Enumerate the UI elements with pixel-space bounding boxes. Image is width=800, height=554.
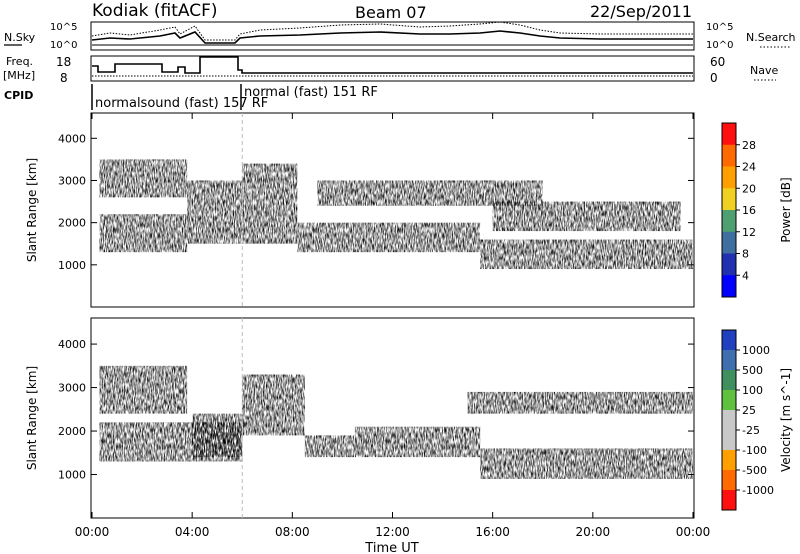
nsearch-tick-low: 10^0 (706, 40, 733, 51)
nsky-trace (91, 30, 693, 44)
colorbar-tick-label: 25 (742, 404, 756, 417)
freq-unit-label: [MHz] (3, 69, 35, 82)
y-tick-label: 2000 (58, 217, 86, 230)
colorbar-swatch (722, 330, 736, 351)
time-axis-ticks: 00:00 04:00 08:00 12:00 16:00 20:00 00:00 (75, 113, 711, 539)
colorbar-swatch (722, 370, 736, 391)
date-title: 22/Sep/2011 (590, 2, 692, 21)
colorbar-swatch (722, 390, 736, 411)
nave-tick-low: 0 (710, 71, 718, 85)
colorbar-tick-label: 20 (742, 182, 756, 195)
y-axis-label: Slant Range [km] (25, 366, 39, 470)
colorbar-tick-label: 16 (742, 204, 756, 217)
echo-region (192, 413, 243, 458)
freq-trace (92, 56, 693, 74)
nsearch-tick-high: 10^5 (706, 22, 733, 33)
echo-region (187, 180, 243, 244)
y-tick-label: 1000 (58, 259, 86, 272)
colorbar-tick-label: 100 (742, 384, 763, 397)
y-tick-label: 4000 (58, 338, 86, 351)
y-tick-label: 1000 (58, 469, 86, 482)
echo-region (354, 426, 481, 458)
y-tick-label: 3000 (58, 174, 86, 187)
nsky-tick-high: 10^5 (50, 22, 77, 33)
echo-region (99, 214, 188, 253)
y-tick-label: 3000 (58, 382, 86, 395)
echo-region (304, 435, 355, 458)
colorbar-swatch (722, 166, 736, 189)
echo-region (99, 159, 188, 198)
echo-region (492, 201, 681, 232)
colorbar-tick-label: -500 (742, 464, 767, 477)
colorbar-tick-label: 12 (742, 226, 756, 239)
colorbar-swatch (722, 123, 736, 146)
cpid-label: CPID (4, 89, 33, 102)
colorbar-label: Power [dB] (779, 177, 793, 242)
cpid-mode-2: normal (fast) 151 RF (244, 85, 378, 100)
colorbar-frame (721, 329, 737, 511)
echo-region (99, 365, 188, 414)
freq-tick-high: 18 (56, 55, 71, 69)
colorbar-tick-label: -100 (742, 444, 767, 457)
x-tick-label: 04:00 (175, 525, 210, 539)
station-title: Kodiak (fitACF) (92, 1, 218, 21)
x-tick-label: 08:00 (275, 525, 310, 539)
colorbar-tick-label: 28 (742, 139, 756, 152)
freq-panel-frame (90, 55, 695, 82)
colorbar-swatch (722, 410, 736, 431)
y-tick-label: 4000 (58, 132, 86, 145)
x-tick-label: 20:00 (576, 525, 611, 539)
colorbar-swatch (722, 470, 736, 491)
echo-region (242, 163, 298, 244)
freq-tick-low: 8 (60, 71, 68, 85)
nave-label: Nave (750, 64, 778, 77)
echo-region (480, 448, 693, 479)
colorbar-tick-label: 4 (742, 269, 749, 282)
colorbar-swatch (722, 275, 736, 298)
echo-region (467, 391, 693, 414)
x-tick-label: 16:00 (475, 525, 510, 539)
nave-tick-high: 60 (710, 55, 725, 69)
colorbar-swatch (722, 253, 736, 276)
x-tick-label: 00:00 (75, 525, 110, 539)
colorbar-swatch (722, 210, 736, 233)
colorbar-tick-label: 24 (742, 161, 756, 174)
velocity-panel: 1000 2000 3000 4000 Slant Range [km] 1000 500 1… (25, 317, 793, 519)
beam-title: Beam 07 (355, 3, 427, 22)
colorbar-swatch (722, 144, 736, 167)
panel-frame (90, 317, 695, 519)
colorbar-tick-label: -1000 (742, 484, 774, 497)
colorbar-swatch (722, 350, 736, 371)
cpid-mode-1: normalsound (fast) 157 RF (95, 96, 268, 111)
time-axis-label: Time UT (364, 541, 418, 554)
colorbar-swatch (722, 490, 736, 511)
colorbar-swatch (722, 188, 736, 211)
colorbar-tick-label: -25 (742, 424, 760, 437)
nsky-label: N.Sky (4, 31, 36, 44)
nsky-panel-frame (90, 21, 695, 51)
freq-label: Freq. (6, 55, 33, 68)
y-tick-label: 2000 (58, 425, 86, 438)
colorbar-tick-label: 1000 (742, 344, 770, 357)
power-panel: 1000 2000 3000 4000 Slant Range [km] 28 24 20 16… (25, 112, 793, 308)
nsearch-label: N.Search (746, 31, 796, 44)
nsearch-trace (91, 21, 693, 41)
y-axis-label: Slant Range [km] (25, 158, 39, 262)
colorbar-tick-label: 8 (742, 248, 749, 261)
colorbar-swatch (722, 450, 736, 471)
x-tick-label: 12:00 (375, 525, 410, 539)
colorbar-label: Velocity [m s^-1] (779, 368, 793, 472)
colorbar-swatch (722, 231, 736, 254)
echo-region (297, 222, 481, 253)
echo-region (480, 239, 693, 270)
nsky-tick-low: 10^0 (50, 40, 77, 51)
colorbar-swatch (722, 430, 736, 451)
x-tick-label: 00:00 (676, 525, 711, 539)
echo-region (242, 374, 305, 436)
colorbar-tick-label: 500 (742, 364, 763, 377)
